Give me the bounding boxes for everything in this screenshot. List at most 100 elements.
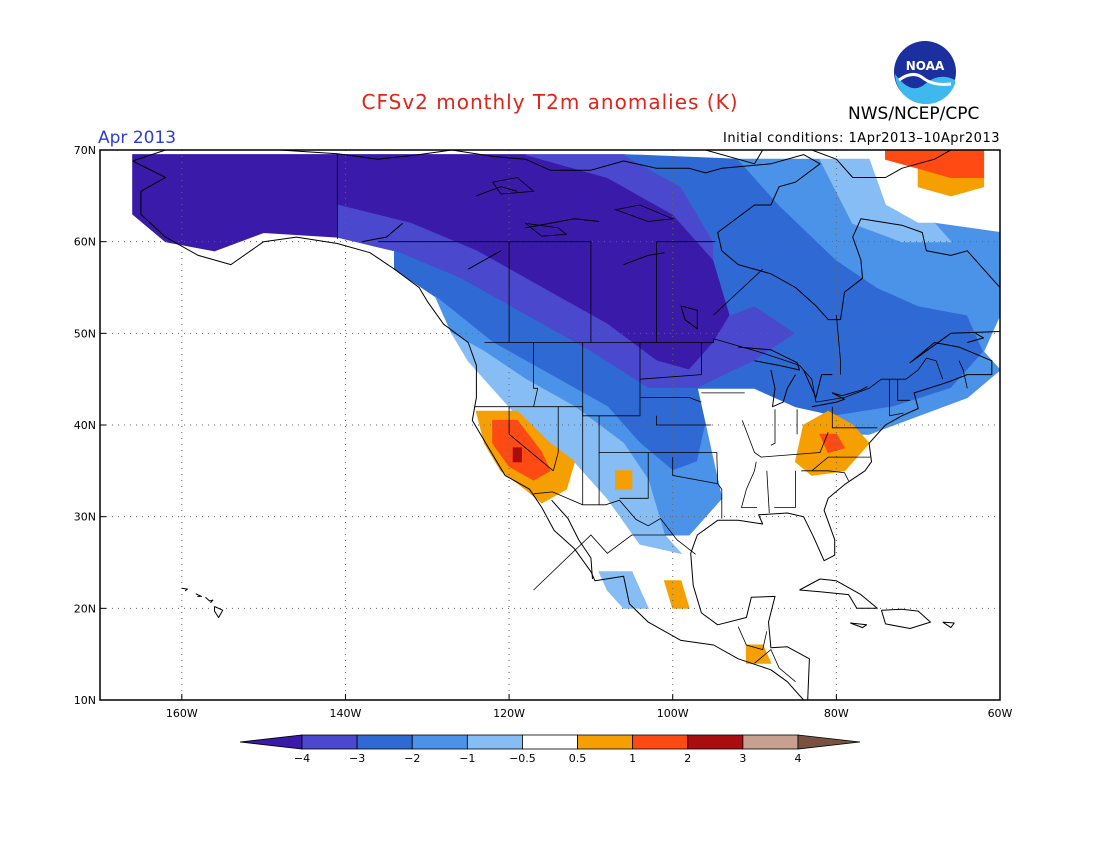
political-boundary [640, 397, 702, 403]
political-boundary [533, 342, 539, 407]
lon-tick-label: 100W [657, 707, 689, 720]
lat-tick-label: 50N [74, 327, 96, 340]
colorbar-label: −1 [459, 752, 475, 765]
anomaly-fill-layer [132, 150, 1000, 664]
coastline [551, 499, 593, 580]
coastline [967, 332, 985, 343]
anomaly-region [663, 580, 690, 609]
lon-tick-label: 160W [166, 707, 198, 720]
anomaly-region [819, 433, 846, 454]
coastline [525, 218, 600, 229]
coastline [195, 593, 202, 597]
anomaly-region [745, 644, 772, 664]
political-boundary [889, 379, 904, 417]
lon-tick-label: 120W [493, 707, 525, 720]
colorbar-label: −2 [404, 752, 420, 765]
lon-tick-label: 140W [330, 707, 362, 720]
political-boundary [770, 409, 776, 446]
political-boundary [484, 338, 944, 403]
political-boundary [801, 470, 849, 482]
political-boundary [766, 470, 770, 514]
anomaly-region [885, 150, 985, 178]
colorbar-box [687, 734, 744, 750]
coastline [132, 160, 804, 700]
political-boundary [713, 268, 763, 316]
lat-tick-label: 60N [74, 236, 96, 249]
anomaly-region [132, 154, 338, 252]
colorbar-label: −4 [294, 752, 310, 765]
political-boundary [619, 452, 649, 499]
coastline [205, 596, 214, 604]
colorbar-label: 1 [629, 752, 636, 765]
lake-outline [524, 222, 568, 237]
coastline [181, 587, 188, 592]
svg-text:NOAA: NOAA [906, 59, 945, 73]
colorbar-label: 2 [684, 752, 691, 765]
political-boundary [958, 360, 968, 389]
anomaly-region [615, 470, 633, 490]
chart-title: CFSv2 monthly T2m anomalies (K) [361, 90, 739, 114]
colorbar-label: −3 [349, 752, 365, 765]
colorbar-label: −0.5 [509, 752, 536, 765]
anomaly-region [512, 447, 522, 463]
political-boundary [533, 491, 696, 555]
colorbar-box [301, 734, 358, 750]
political-boundary [811, 456, 871, 472]
coastline [132, 150, 1000, 700]
coastline [623, 252, 665, 266]
coastline [942, 621, 955, 629]
political-boundary [508, 406, 554, 472]
coastline [803, 369, 833, 398]
coastline [811, 386, 868, 408]
coastline [476, 186, 518, 197]
colorbar: −4 −3 −2 −1 −0.5 0.5 1 2 3 4 [239, 734, 861, 765]
coastline [680, 305, 698, 330]
noaa-logo-icon: NOAA [894, 41, 956, 104]
initial-conditions: Initial conditions: 1Apr2013–10Apr2013 [723, 131, 1000, 146]
political-boundary [639, 342, 702, 380]
political-boundary [716, 452, 719, 484]
political-boundary [741, 420, 829, 458]
coastline [880, 608, 931, 629]
coastline [850, 622, 868, 629]
colorbar-box [742, 734, 799, 750]
colorbar-label: 0.5 [569, 752, 587, 765]
colorbar-max-arrow [797, 734, 861, 750]
political-boundary [774, 470, 796, 508]
lat-tick-label: 30N [74, 511, 96, 524]
anomaly-region [598, 571, 649, 609]
colorbar-box [522, 734, 578, 750]
lake-outline [492, 177, 535, 195]
political-boundary [831, 406, 878, 429]
colorbar-box [411, 734, 468, 750]
political-boundary [552, 406, 559, 471]
coastline [799, 578, 878, 609]
lat-tick-label: 20N [74, 602, 96, 615]
political-boundary [836, 314, 841, 375]
coastline [705, 150, 764, 165]
axis-ticks: 70N 60N 50N 40N 30N 20N 10N 160W 140W 120W 100W 80W… [74, 144, 1013, 720]
colorbar-box [466, 734, 523, 750]
colorbar-box [356, 734, 413, 750]
colorbar-label: 4 [795, 752, 802, 765]
organization-label: NWS/NCEP/CPC [848, 104, 980, 124]
coastline [214, 606, 224, 618]
lat-tick-label: 70N [74, 144, 96, 157]
political-boundary [533, 534, 673, 591]
anomaly-region [819, 158, 953, 243]
colorbar-box [577, 734, 634, 750]
colorbar-box [632, 734, 689, 750]
coastline [361, 222, 404, 243]
lon-tick-label: 60W [988, 707, 1013, 720]
lake-outline [613, 204, 675, 222]
forecast-period: Apr 2013 [98, 128, 177, 148]
coastline [811, 150, 952, 178]
political-boundary [740, 461, 757, 508]
coastline-layer [132, 150, 1000, 700]
political-boundary [737, 626, 768, 651]
lat-tick-label: 40N [74, 419, 96, 432]
coastline [738, 346, 800, 371]
coastline [467, 250, 502, 270]
